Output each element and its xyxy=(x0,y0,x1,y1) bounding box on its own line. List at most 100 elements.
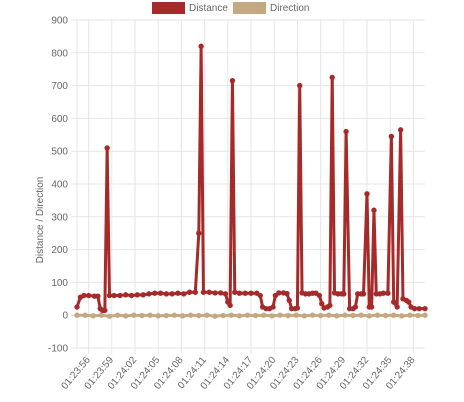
legend-item-distance[interactable]: Distance xyxy=(152,2,228,14)
data-point[interactable] xyxy=(284,290,290,297)
data-point[interactable] xyxy=(257,292,263,299)
data-point[interactable] xyxy=(285,312,291,319)
data-point[interactable] xyxy=(407,312,413,318)
data-point[interactable] xyxy=(358,312,364,318)
data-point[interactable] xyxy=(248,290,254,296)
legend-item-direction[interactable]: Direction xyxy=(233,2,309,14)
data-point[interactable] xyxy=(163,291,170,297)
data-point[interactable] xyxy=(390,312,397,318)
data-point[interactable] xyxy=(388,133,395,140)
data-point[interactable] xyxy=(147,312,153,318)
data-point[interactable] xyxy=(98,312,105,318)
data-point[interactable] xyxy=(236,290,243,296)
data-point[interactable] xyxy=(272,292,279,299)
data-point[interactable] xyxy=(227,302,233,309)
data-point[interactable] xyxy=(74,304,80,310)
data-point[interactable] xyxy=(276,290,282,296)
data-point[interactable] xyxy=(139,312,145,319)
data-point[interactable] xyxy=(269,313,275,319)
data-point[interactable] xyxy=(341,291,347,297)
data-point[interactable] xyxy=(218,290,224,296)
data-point[interactable] xyxy=(261,312,267,318)
data-point[interactable] xyxy=(222,291,229,297)
data-point[interactable] xyxy=(123,313,129,319)
data-point[interactable] xyxy=(277,312,283,318)
data-point[interactable] xyxy=(179,313,186,319)
data-point[interactable] xyxy=(252,312,259,319)
data-point[interactable] xyxy=(171,312,178,318)
data-point[interactable] xyxy=(366,313,373,319)
data-point[interactable] xyxy=(90,313,96,319)
data-point[interactable] xyxy=(81,292,87,299)
data-point[interactable] xyxy=(422,305,428,312)
data-point[interactable] xyxy=(364,191,370,197)
data-point[interactable] xyxy=(406,299,412,305)
data-point[interactable] xyxy=(196,312,202,319)
data-point[interactable] xyxy=(169,291,175,297)
data-point[interactable] xyxy=(334,313,340,319)
data-point[interactable] xyxy=(198,43,204,49)
data-point[interactable] xyxy=(286,297,292,304)
data-point[interactable] xyxy=(220,312,226,319)
data-point[interactable] xyxy=(293,312,299,318)
data-point[interactable] xyxy=(270,304,276,310)
data-point[interactable] xyxy=(104,145,110,151)
data-point[interactable] xyxy=(232,289,238,295)
data-point[interactable] xyxy=(212,313,218,319)
data-point[interactable] xyxy=(394,304,400,310)
data-point[interactable] xyxy=(242,290,248,296)
data-point[interactable] xyxy=(200,289,207,295)
data-point[interactable] xyxy=(95,293,101,299)
data-point[interactable] xyxy=(163,312,170,319)
data-point[interactable] xyxy=(152,290,158,296)
data-point[interactable] xyxy=(374,312,381,318)
data-point[interactable] xyxy=(309,312,316,318)
data-point[interactable] xyxy=(111,292,117,299)
data-point[interactable] xyxy=(380,290,386,296)
data-point[interactable] xyxy=(326,312,332,318)
data-point[interactable] xyxy=(368,304,375,310)
data-point[interactable] xyxy=(317,312,324,319)
data-point[interactable] xyxy=(114,312,121,318)
data-point[interactable] xyxy=(319,301,325,307)
data-point[interactable] xyxy=(397,127,404,133)
data-point[interactable] xyxy=(128,292,135,299)
data-point[interactable] xyxy=(186,289,193,295)
data-point[interactable] xyxy=(415,312,421,319)
data-point[interactable] xyxy=(157,290,164,296)
data-point[interactable] xyxy=(236,313,243,319)
data-point[interactable] xyxy=(117,292,123,299)
data-point[interactable] xyxy=(294,305,301,311)
data-point[interactable] xyxy=(131,312,137,318)
data-point[interactable] xyxy=(422,312,428,318)
data-point[interactable] xyxy=(204,312,210,318)
data-point[interactable] xyxy=(229,77,236,84)
data-point[interactable] xyxy=(212,290,218,296)
data-point[interactable] xyxy=(106,313,113,319)
data-point[interactable] xyxy=(342,312,348,318)
data-point[interactable] xyxy=(411,305,418,312)
data-point[interactable] xyxy=(360,291,367,297)
data-point[interactable] xyxy=(102,307,108,313)
data-point[interactable] xyxy=(140,292,146,298)
data-point[interactable] xyxy=(187,312,194,318)
data-point[interactable] xyxy=(134,292,141,298)
data-point[interactable] xyxy=(244,312,251,318)
data-point[interactable] xyxy=(416,305,422,312)
data-point[interactable] xyxy=(399,313,405,319)
data-point[interactable] xyxy=(85,292,92,299)
data-point[interactable] xyxy=(371,207,377,213)
data-point[interactable] xyxy=(329,74,335,81)
data-point[interactable] xyxy=(228,312,234,318)
data-point[interactable] xyxy=(350,312,356,319)
data-point[interactable] xyxy=(175,290,181,296)
data-point[interactable] xyxy=(196,230,202,236)
data-point[interactable] xyxy=(181,291,187,297)
data-point[interactable] xyxy=(390,299,397,305)
data-point[interactable] xyxy=(352,304,359,310)
data-point[interactable] xyxy=(385,290,391,296)
data-point[interactable] xyxy=(155,313,161,319)
data-point[interactable] xyxy=(297,82,303,89)
data-point[interactable] xyxy=(327,302,333,309)
data-point[interactable] xyxy=(123,292,129,298)
